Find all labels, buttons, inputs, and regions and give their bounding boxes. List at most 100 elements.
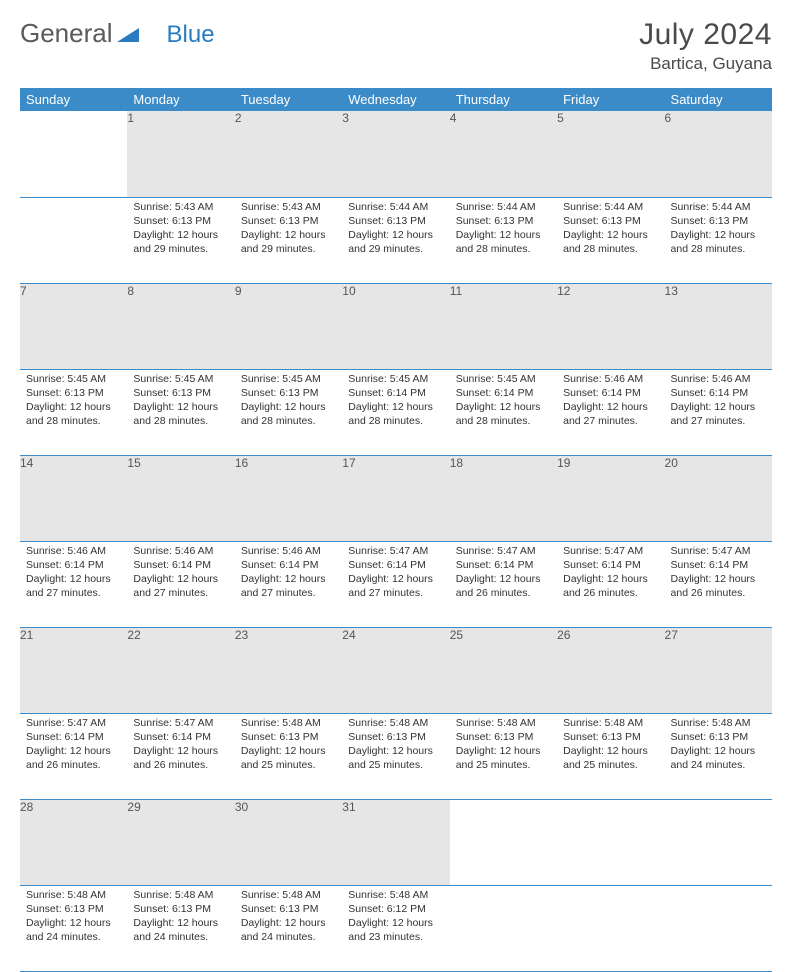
sunset-text: Sunset: 6:13 PM: [26, 386, 121, 400]
weekday-header: Saturday: [665, 88, 772, 111]
page-title: July 2024: [639, 18, 772, 52]
day-number: 9: [235, 283, 342, 369]
day-number-row: 21222324252627: [20, 627, 772, 713]
day-number: 12: [557, 283, 664, 369]
location-text: Bartica, Guyana: [639, 54, 772, 74]
day-number: 10: [342, 283, 449, 369]
sunrise-text: Sunrise: 5:44 AM: [563, 200, 658, 214]
sunset-text: Sunset: 6:13 PM: [133, 902, 228, 916]
sunset-text: Sunset: 6:13 PM: [241, 214, 336, 228]
day-cell: Sunrise: 5:45 AMSunset: 6:13 PMDaylight:…: [235, 369, 342, 455]
sunrise-text: Sunrise: 5:46 AM: [671, 372, 766, 386]
day-number: 21: [20, 627, 127, 713]
day-number-row: 78910111213: [20, 283, 772, 369]
day-number: 28: [20, 799, 127, 885]
day-number: [450, 799, 557, 885]
day-number: 29: [127, 799, 234, 885]
daylight-text: Daylight: 12 hours and 26 minutes.: [671, 572, 766, 600]
daylight-text: Daylight: 12 hours and 29 minutes.: [241, 228, 336, 256]
header: General Blue July 2024 Bartica, Guyana: [20, 18, 772, 74]
day-number: 7: [20, 283, 127, 369]
day-cell: Sunrise: 5:46 AMSunset: 6:14 PMDaylight:…: [235, 541, 342, 627]
day-number: 13: [665, 283, 772, 369]
sunset-text: Sunset: 6:13 PM: [133, 386, 228, 400]
day-number: 5: [557, 111, 664, 197]
day-cell: Sunrise: 5:45 AMSunset: 6:14 PMDaylight:…: [342, 369, 449, 455]
sunrise-text: Sunrise: 5:48 AM: [671, 716, 766, 730]
daylight-text: Daylight: 12 hours and 27 minutes.: [563, 400, 658, 428]
sunset-text: Sunset: 6:14 PM: [563, 558, 658, 572]
day-cell: Sunrise: 5:44 AMSunset: 6:13 PMDaylight:…: [665, 197, 772, 283]
daylight-text: Daylight: 12 hours and 28 minutes.: [241, 400, 336, 428]
weekday-header: Sunday: [20, 88, 127, 111]
day-cell: Sunrise: 5:45 AMSunset: 6:13 PMDaylight:…: [127, 369, 234, 455]
logo-triangle-icon: [117, 18, 139, 49]
day-cell: Sunrise: 5:48 AMSunset: 6:13 PMDaylight:…: [557, 713, 664, 799]
sunrise-text: Sunrise: 5:43 AM: [133, 200, 228, 214]
daylight-text: Daylight: 12 hours and 28 minutes.: [563, 228, 658, 256]
day-cell: Sunrise: 5:46 AMSunset: 6:14 PMDaylight:…: [665, 369, 772, 455]
daylight-text: Daylight: 12 hours and 27 minutes.: [671, 400, 766, 428]
daylight-text: Daylight: 12 hours and 27 minutes.: [241, 572, 336, 600]
day-number: [665, 799, 772, 885]
sunset-text: Sunset: 6:13 PM: [671, 214, 766, 228]
day-number: 23: [235, 627, 342, 713]
day-cell: Sunrise: 5:44 AMSunset: 6:13 PMDaylight:…: [557, 197, 664, 283]
day-cell: [20, 197, 127, 283]
day-number-row: 123456: [20, 111, 772, 197]
logo-text-1: General: [20, 18, 113, 49]
sunset-text: Sunset: 6:13 PM: [241, 902, 336, 916]
sunset-text: Sunset: 6:14 PM: [133, 558, 228, 572]
sunset-text: Sunset: 6:13 PM: [348, 730, 443, 744]
day-number: [20, 111, 127, 197]
logo-text-2: Blue: [167, 21, 215, 49]
day-number-row: 28293031: [20, 799, 772, 885]
day-content-row: Sunrise: 5:48 AMSunset: 6:13 PMDaylight:…: [20, 885, 772, 971]
sunset-text: Sunset: 6:14 PM: [133, 730, 228, 744]
day-cell: Sunrise: 5:44 AMSunset: 6:13 PMDaylight:…: [450, 197, 557, 283]
day-cell: Sunrise: 5:43 AMSunset: 6:13 PMDaylight:…: [127, 197, 234, 283]
day-number: 1: [127, 111, 234, 197]
daylight-text: Daylight: 12 hours and 28 minutes.: [456, 228, 551, 256]
day-number: 24: [342, 627, 449, 713]
sunrise-text: Sunrise: 5:47 AM: [563, 544, 658, 558]
sunrise-text: Sunrise: 5:44 AM: [671, 200, 766, 214]
day-cell: Sunrise: 5:47 AMSunset: 6:14 PMDaylight:…: [342, 541, 449, 627]
day-number: 22: [127, 627, 234, 713]
sunset-text: Sunset: 6:13 PM: [563, 214, 658, 228]
logo: General Blue: [20, 18, 215, 49]
daylight-text: Daylight: 12 hours and 25 minutes.: [348, 744, 443, 772]
sunset-text: Sunset: 6:13 PM: [26, 902, 121, 916]
sunrise-text: Sunrise: 5:43 AM: [241, 200, 336, 214]
day-cell: Sunrise: 5:47 AMSunset: 6:14 PMDaylight:…: [665, 541, 772, 627]
day-number: 17: [342, 455, 449, 541]
daylight-text: Daylight: 12 hours and 25 minutes.: [456, 744, 551, 772]
daylight-text: Daylight: 12 hours and 25 minutes.: [241, 744, 336, 772]
daylight-text: Daylight: 12 hours and 29 minutes.: [348, 228, 443, 256]
sunrise-text: Sunrise: 5:48 AM: [133, 888, 228, 902]
sunset-text: Sunset: 6:14 PM: [563, 386, 658, 400]
sunrise-text: Sunrise: 5:48 AM: [241, 716, 336, 730]
weekday-header-row: Sunday Monday Tuesday Wednesday Thursday…: [20, 88, 772, 111]
day-number-row: 14151617181920: [20, 455, 772, 541]
day-number: 6: [665, 111, 772, 197]
day-number: 27: [665, 627, 772, 713]
day-cell: Sunrise: 5:47 AMSunset: 6:14 PMDaylight:…: [557, 541, 664, 627]
day-number: 15: [127, 455, 234, 541]
day-number: 30: [235, 799, 342, 885]
day-cell: [665, 885, 772, 971]
day-number: 8: [127, 283, 234, 369]
daylight-text: Daylight: 12 hours and 24 minutes.: [671, 744, 766, 772]
sunrise-text: Sunrise: 5:45 AM: [26, 372, 121, 386]
weekday-header: Thursday: [450, 88, 557, 111]
sunset-text: Sunset: 6:14 PM: [671, 558, 766, 572]
day-content-row: Sunrise: 5:46 AMSunset: 6:14 PMDaylight:…: [20, 541, 772, 627]
calendar-table: Sunday Monday Tuesday Wednesday Thursday…: [20, 88, 772, 972]
day-cell: Sunrise: 5:46 AMSunset: 6:14 PMDaylight:…: [557, 369, 664, 455]
sunset-text: Sunset: 6:13 PM: [563, 730, 658, 744]
sunrise-text: Sunrise: 5:45 AM: [133, 372, 228, 386]
daylight-text: Daylight: 12 hours and 28 minutes.: [456, 400, 551, 428]
sunset-text: Sunset: 6:12 PM: [348, 902, 443, 916]
day-cell: Sunrise: 5:48 AMSunset: 6:13 PMDaylight:…: [450, 713, 557, 799]
day-cell: Sunrise: 5:46 AMSunset: 6:14 PMDaylight:…: [20, 541, 127, 627]
